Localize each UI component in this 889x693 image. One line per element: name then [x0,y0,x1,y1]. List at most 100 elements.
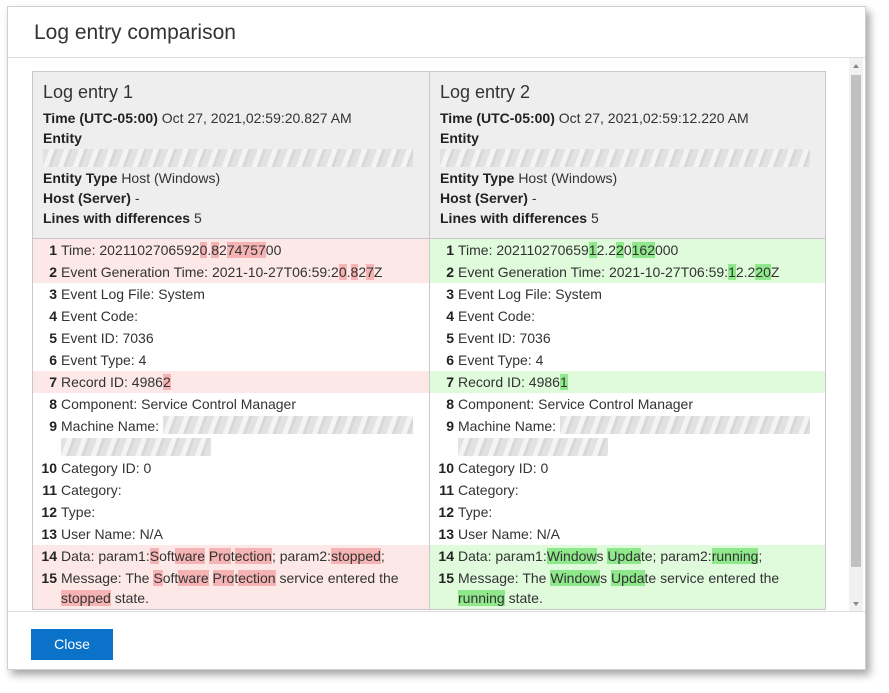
line-segment: ; param2: [271,548,332,564]
line-segment: t [234,570,239,586]
log-line: 1 Time: 20211027065912.220162000 [430,239,825,261]
line-segment: oft [162,570,179,586]
dialog: Log entry comparison Log entry 1 Time (UT… [7,6,866,670]
line-number: 4 [446,308,454,324]
line-segment: Event Type: 4 [458,352,544,368]
changed-text: Window [550,570,601,586]
field-label: Entity Type [440,170,515,186]
line-text: Category ID: 0 [458,458,813,478]
line-segment: Event Log File: System [61,286,205,302]
log-line: 3 Event Log File: System [430,283,825,305]
log-line: 6 Event Type: 4 [33,349,429,371]
log-line: 3 Event Log File: System [33,283,429,305]
log-line: 8 Component: Service Control Manager [33,393,429,415]
changed-text: ware [174,548,205,564]
log-lines: 1 Time: 20211027065920.827475700 2 Event Ge… [33,239,429,609]
line-segment: Event Code: [458,308,536,324]
log-line: 9 Machine Name: [33,415,429,457]
log-line: 4 Event Code: [33,305,429,327]
line-text: Machine Name: [458,416,813,436]
dialog-title: Log entry comparison [34,21,236,44]
content: Log entry 1 Time (UTC-05:00) Oct 27, 2021… [8,58,865,611]
changed-text: S [153,570,163,586]
field-label: Host (Server) [440,190,528,206]
entry-column: Log entry 2 Time (UTC-05:00) Oct 27, 2021… [429,72,825,609]
log-line: 1 Time: 20211027065920.827475700 [33,239,429,261]
line-segment: Component: Service Control Manager [61,396,297,412]
line-number: 1 [49,242,57,258]
changed-text: 1 [728,264,736,280]
line-segment: User Name: N/A [458,526,560,542]
line-segment: Category ID: 0 [61,460,152,476]
scroll-thumb[interactable] [851,75,861,567]
line-segment: ; [380,548,385,564]
redacted-value [61,438,211,456]
field-value: Host (Windows) [121,170,221,186]
log-line: 6 Event Type: 4 [430,349,825,371]
line-number: 2 [49,264,57,280]
line-text: User Name: N/A [61,524,416,544]
header-field: Time (UTC-05:00) Oct 27, 2021,02:59:12.2… [440,108,815,128]
entry-title: Log entry 1 [43,82,134,102]
log-line: 5 Event ID: 7036 [33,327,429,349]
changed-text: 7 [366,264,374,280]
changed-text: 8 [211,242,220,258]
line-number: 6 [446,352,454,368]
line-number: 14 [438,548,454,564]
log-line: 7 Record ID: 49862 [33,371,429,393]
changed-text: ection [234,548,272,564]
line-segment: te; param2: [640,548,712,564]
line-segment: Category ID: 0 [458,460,549,476]
header-field: Host (Server) - [440,188,815,208]
line-segment: 2.2 [735,264,756,280]
line-text: Category ID: 0 [61,458,416,478]
line-number: 9 [49,418,57,434]
log-line: 10 Category ID: 0 [33,457,429,479]
field-label: Entity [43,130,82,146]
line-segment: Event Generation Time: 2021-10-27T06:59:… [61,264,339,280]
line-text: Time: 20211027065912.220162000 [458,240,813,260]
line-text: Event Generation Time: 2021-10-27T06:59:… [458,262,813,282]
line-number: 5 [49,330,57,346]
line-text: Event Generation Time: 2021-10-27T06:59:… [61,262,416,282]
line-text: Data: param1:Software Protection; param2… [61,546,416,566]
line-text: Component: Service Control Manager [458,394,813,414]
header-field: Lines with differences 5 [440,208,815,228]
log-line: 14 Data: param1:Software Protection; para… [33,545,429,567]
line-segment: 0 [623,242,632,258]
log-line: 2 Event Generation Time: 2021-10-27T06:59… [33,261,429,283]
header-field: Time (UTC-05:00) Oct 27, 2021,02:59:20.8… [43,108,419,128]
field-value: - [531,190,537,206]
log-line: 10 Category ID: 0 [430,457,825,479]
log-line: 14 Data: param1:Windows Update; param2:ru… [430,545,825,567]
scrollbar[interactable] [849,58,863,611]
header-field: Entity [43,128,419,167]
line-segment: 2 [358,264,367,280]
log-lines: 1 Time: 20211027065912.220162000 2 Event Ge… [430,239,825,609]
field-label: Host (Server) [43,190,131,206]
header-field: Lines with differences 5 [43,208,419,228]
line-segment: 2 [219,242,227,258]
line-number: 9 [446,418,454,434]
changed-text: Upda [607,548,641,564]
line-text: Component: Service Control Manager [61,394,416,414]
changed-text: 162 [631,242,655,258]
log-line: 11 Category: [430,479,825,501]
changed-text: stopped [331,548,381,564]
line-number: 1 [446,242,454,258]
line-text: Event Log File: System [61,284,416,304]
line-segment: Category: [458,482,519,498]
changed-text: running [458,590,505,606]
line-number: 8 [446,396,454,412]
line-segment: Record ID: 4986 [61,374,163,390]
line-segment: Event ID: 7036 [61,330,154,346]
line-segment: Machine Name: [458,418,557,434]
close-button[interactable]: Close [31,629,113,660]
redacted-value [440,149,810,167]
redacted-value [162,416,413,434]
field-value: 5 [590,210,599,226]
line-segment: Event Log File: System [458,286,602,302]
line-segment: Type: [458,504,493,520]
line-number: 12 [438,504,454,520]
header-field: Host (Server) - [43,188,419,208]
